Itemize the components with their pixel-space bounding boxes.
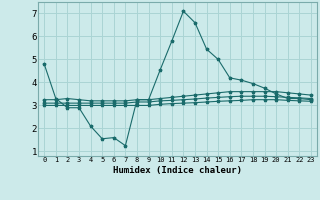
X-axis label: Humidex (Indice chaleur): Humidex (Indice chaleur) [113, 166, 242, 175]
